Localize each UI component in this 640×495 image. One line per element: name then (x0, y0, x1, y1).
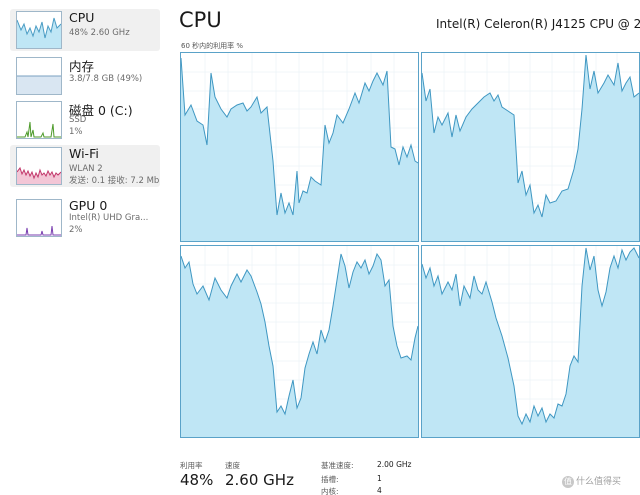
sidebar-item-wifi[interactable]: Wi-Fi WLAN 2 发送: 0.1 接收: 7.2 Mb (10, 145, 160, 187)
utilization-value: 48% (180, 471, 214, 489)
base-speed-value: 2.00 GHz (377, 460, 412, 469)
speed-value: 2.60 GHz (225, 471, 294, 489)
cores-label: 内核: (321, 487, 339, 495)
cpu-model-name: Intel(R) Celeron(R) J4125 CPU @ 2.0 (436, 17, 640, 31)
watermark-logo-icon: 值 (562, 475, 574, 488)
base-speed-label: 基准速度: (321, 461, 354, 470)
watermark-text: 什么值得买 (576, 477, 622, 487)
disk-thumbnail-graph (16, 101, 62, 139)
sidebar-item-title: 内存 (69, 59, 95, 74)
sidebar-item-subtitle: SSD (69, 115, 87, 125)
speed-label: 速度 (225, 461, 240, 470)
cpu-core-graph-2 (421, 52, 640, 242)
utilization-label: 利用率 (180, 461, 203, 470)
sockets-value: 1 (377, 474, 382, 483)
sockets-label: 插槽: (321, 475, 339, 484)
sidebar-item-memory[interactable]: 内存 3.8/7.8 GB (49%) (10, 55, 160, 97)
cpu-core-graph-1 (180, 52, 419, 242)
sidebar-item-subtitle: 48% 2.60 GHz (69, 28, 130, 38)
sidebar-item-subtitle: WLAN 2 (69, 164, 103, 174)
sidebar-item-cpu[interactable]: CPU 48% 2.60 GHz (10, 9, 160, 51)
sidebar-item-title: GPU 0 (69, 198, 108, 213)
sidebar-item-disk[interactable]: 磁盘 0 (C:) SSD 1% (10, 99, 160, 141)
sidebar-item-subtitle: Intel(R) UHD Gra... (69, 213, 149, 223)
cores-value: 4 (377, 486, 382, 495)
sidebar-item-subtitle-2: 2% (69, 225, 83, 235)
sidebar: CPU 48% 2.60 GHz 内存 3.8/7.8 GB (49%) 磁盘 … (0, 0, 165, 495)
memory-thumbnail-graph (16, 57, 62, 95)
gpu-thumbnail-graph (16, 199, 62, 237)
sidebar-item-title: Wi-Fi (69, 146, 99, 161)
sidebar-item-subtitle-2: 1% (69, 127, 83, 137)
cpu-core-graph-3 (180, 245, 419, 438)
page-title: CPU (179, 8, 222, 32)
sidebar-item-title: 磁盘 0 (C:) (69, 103, 133, 118)
cpu-thumbnail-graph (16, 11, 62, 49)
sidebar-item-subtitle: 3.8/7.8 GB (49%) (69, 74, 143, 84)
cpu-core-graph-4 (421, 245, 640, 438)
sidebar-item-subtitle-2: 发送: 0.1 接收: 7.2 Mb (69, 176, 160, 186)
wifi-thumbnail-graph (16, 147, 62, 185)
watermark: 值什么值得买 (562, 474, 621, 488)
graph-caption: 60 秒内的利用率 % (181, 42, 244, 50)
sidebar-item-gpu[interactable]: GPU 0 Intel(R) UHD Gra... 2% (10, 197, 160, 239)
sidebar-item-title: CPU (69, 10, 95, 25)
